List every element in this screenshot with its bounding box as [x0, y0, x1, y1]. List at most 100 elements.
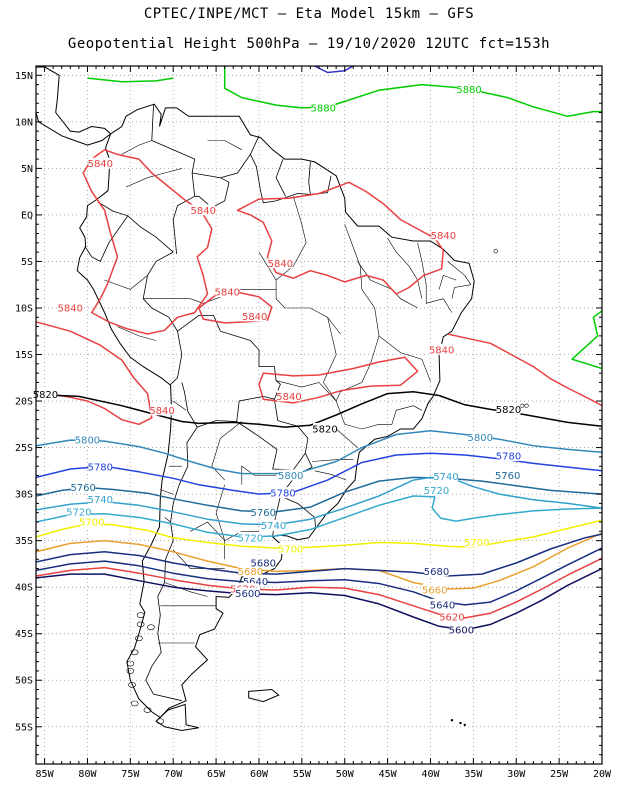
lat-label: 10S [15, 303, 33, 314]
contour-label-bg [251, 556, 276, 568]
lat-label: 15S [15, 350, 33, 361]
contour-label-bg [88, 157, 113, 169]
state-border [125, 168, 182, 188]
lon-label: 75W [121, 769, 140, 780]
contour-label-bg [278, 469, 303, 481]
contour-label-bg [495, 469, 520, 481]
state-border [211, 421, 242, 481]
contour-label-bg [33, 388, 58, 400]
lon-label: 60W [250, 769, 269, 780]
contour-label-bg [429, 343, 454, 355]
state-border [143, 298, 204, 304]
state-border [203, 289, 277, 304]
contour-label: 5740 [433, 472, 458, 483]
contour-label-bg [270, 487, 295, 499]
lat-label: 50S [15, 676, 33, 687]
contour-label-bg [431, 229, 456, 241]
country-border [97, 201, 174, 253]
lat-label: 20S [15, 397, 33, 408]
state-border [241, 465, 277, 485]
contour-label-bg [71, 481, 96, 493]
country-border [236, 399, 309, 471]
lon-label: 20W [593, 769, 612, 780]
contour-label: 5800 [467, 433, 492, 444]
island [156, 718, 165, 724]
state-border [172, 549, 225, 569]
contour-label: 5660 [422, 585, 447, 596]
contour-label: 5600 [235, 589, 260, 600]
state-border [117, 326, 157, 341]
contour-label-bg [243, 575, 268, 587]
contour-label: 5720 [66, 507, 91, 518]
contour-label: 5780 [88, 463, 113, 474]
contour-label-bg [496, 449, 521, 461]
contour-5600 [36, 567, 602, 631]
state-border [335, 363, 371, 402]
contour-label-bg [422, 583, 447, 595]
contour-label: 5740 [88, 495, 113, 506]
lat-label: 55S [15, 722, 33, 733]
contour-labels: 5880 5880 5840 5840 5840 5840 5840 5840 5840 5840… [33, 83, 521, 636]
country-border [84, 215, 129, 262]
contour-label: 5740 [261, 521, 286, 532]
falklands-coastline [248, 688, 280, 703]
state-border [335, 400, 392, 430]
contour-label: 5720 [424, 486, 449, 497]
lon-label: 30W [507, 769, 526, 780]
contour-label-bg [58, 301, 83, 313]
lat-label: 5N [21, 164, 33, 175]
island [459, 721, 462, 725]
contour-5840 [82, 149, 213, 335]
south-america-coastline [76, 103, 475, 719]
contour-5840 [36, 321, 153, 426]
contour-label-bg [268, 257, 293, 269]
contour-label-bg [424, 565, 449, 577]
contour-label: 5840 [242, 312, 267, 323]
contour-label: 5840 [215, 288, 240, 299]
country-border [280, 495, 316, 529]
contour-label: 5720 [238, 533, 263, 544]
contour-5640 [36, 547, 602, 606]
contour-5840 [258, 356, 419, 404]
contour-label-bg [449, 623, 474, 635]
contour-label: 5640 [430, 600, 455, 611]
contour-5760 [36, 476, 602, 513]
contour-label-bg [215, 286, 240, 298]
contour-5840 [447, 333, 602, 407]
lat-label: 30S [15, 490, 33, 501]
contour-label: 5800 [75, 436, 100, 447]
contour-label-bg [464, 536, 489, 548]
state-border [322, 317, 337, 402]
state-border [276, 380, 337, 402]
lon-label: 40W [421, 769, 440, 780]
contour-label: 5600 [449, 625, 474, 636]
latitude-labels: 15N 10N 5N EQ 5S 10S 15S 20S 25S 30S 35S 40S 45S 50S 5… [15, 71, 33, 733]
lon-label: 65W [207, 769, 226, 780]
contour-label: 5800 [278, 471, 303, 482]
contour-5660 [36, 533, 602, 577]
lon-label: 85W [36, 769, 55, 780]
state-border [173, 400, 187, 411]
tierra-del-fuego-coastline [155, 703, 200, 732]
lat-label: EQ [21, 210, 33, 221]
contour-label: 5820 [496, 405, 521, 416]
contour-label: 5840 [58, 303, 83, 314]
state-border [160, 489, 174, 495]
contour-label: 5760 [70, 483, 95, 494]
contour-label: 5700 [464, 538, 489, 549]
contour-label-bg [251, 506, 276, 518]
contour-label-bg [311, 101, 336, 113]
state-border [314, 470, 347, 481]
contour-label: 5760 [495, 471, 520, 482]
island [493, 249, 498, 254]
lat-label: 15N [15, 71, 33, 82]
state-border [312, 459, 354, 462]
island [130, 700, 139, 707]
state-border [164, 582, 208, 597]
lon-label: 25W [550, 769, 569, 780]
contour-5880 [223, 66, 602, 118]
contour-label-bg [276, 390, 301, 402]
lon-label: 35W [464, 769, 483, 780]
contour-label-bg [150, 404, 175, 416]
contour-label-bg [439, 610, 464, 622]
